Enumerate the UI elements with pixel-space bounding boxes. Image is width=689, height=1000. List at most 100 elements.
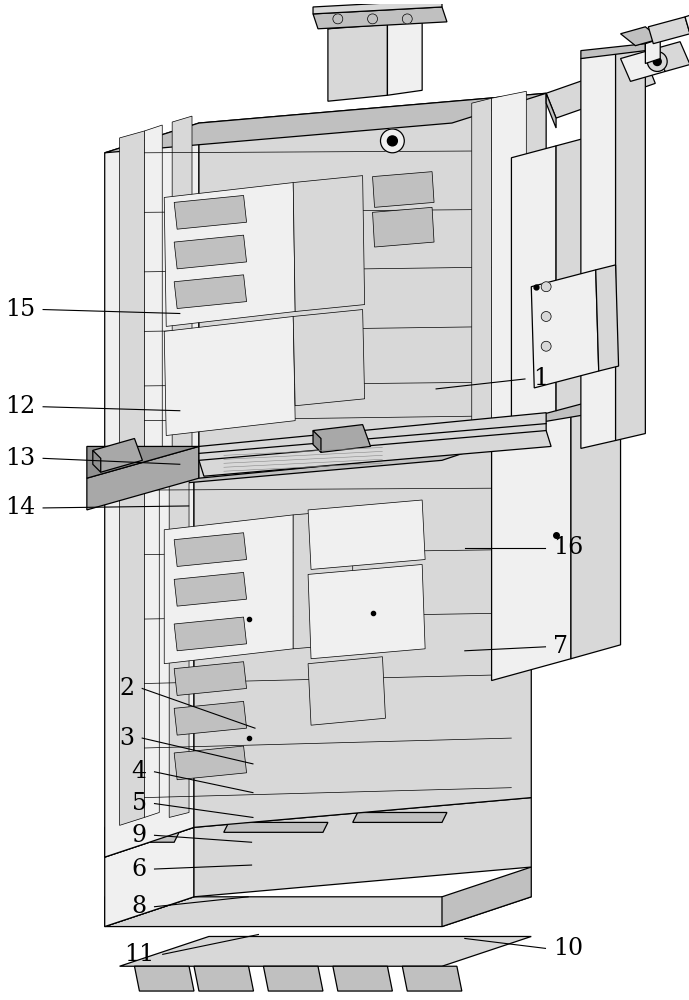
- Polygon shape: [648, 17, 689, 44]
- Text: 14: 14: [5, 496, 35, 519]
- Polygon shape: [174, 533, 247, 566]
- Polygon shape: [685, 12, 689, 34]
- Polygon shape: [294, 310, 364, 406]
- Text: 3: 3: [119, 727, 134, 750]
- Polygon shape: [387, 17, 422, 95]
- Polygon shape: [169, 450, 189, 817]
- Polygon shape: [328, 22, 387, 101]
- Polygon shape: [328, 17, 422, 29]
- Text: 8: 8: [132, 895, 147, 918]
- Circle shape: [653, 58, 661, 66]
- Circle shape: [402, 14, 412, 24]
- Polygon shape: [224, 822, 328, 832]
- Polygon shape: [621, 27, 660, 46]
- Polygon shape: [333, 966, 393, 991]
- Polygon shape: [596, 265, 619, 371]
- Polygon shape: [174, 275, 247, 309]
- Polygon shape: [174, 572, 247, 606]
- Polygon shape: [105, 93, 546, 153]
- Polygon shape: [105, 123, 199, 490]
- Text: 16: 16: [553, 536, 584, 559]
- Polygon shape: [308, 657, 385, 725]
- Text: 7: 7: [553, 635, 568, 658]
- Circle shape: [333, 14, 343, 24]
- Polygon shape: [313, 431, 321, 452]
- Polygon shape: [174, 746, 247, 780]
- Polygon shape: [174, 617, 247, 651]
- Polygon shape: [313, 0, 442, 14]
- Polygon shape: [120, 936, 531, 966]
- Polygon shape: [646, 39, 660, 64]
- Polygon shape: [164, 183, 295, 326]
- Circle shape: [380, 129, 404, 153]
- Polygon shape: [313, 425, 371, 452]
- Polygon shape: [164, 515, 294, 664]
- Polygon shape: [546, 59, 655, 118]
- Polygon shape: [174, 235, 247, 269]
- Polygon shape: [556, 134, 601, 411]
- Text: 1: 1: [533, 367, 548, 390]
- Polygon shape: [491, 91, 526, 442]
- Text: 15: 15: [5, 298, 35, 321]
- Polygon shape: [294, 176, 364, 312]
- Polygon shape: [472, 98, 491, 448]
- Polygon shape: [93, 438, 143, 472]
- Polygon shape: [105, 897, 194, 927]
- Text: 5: 5: [132, 792, 147, 815]
- Polygon shape: [172, 116, 192, 456]
- Polygon shape: [373, 207, 434, 247]
- Polygon shape: [105, 897, 531, 927]
- Polygon shape: [134, 966, 194, 991]
- Polygon shape: [120, 462, 145, 825]
- Polygon shape: [199, 431, 551, 476]
- Polygon shape: [546, 93, 556, 128]
- Polygon shape: [491, 409, 571, 681]
- Polygon shape: [581, 51, 615, 448]
- Polygon shape: [373, 172, 434, 207]
- Polygon shape: [114, 832, 179, 842]
- Text: 11: 11: [125, 943, 155, 966]
- Polygon shape: [194, 798, 531, 897]
- Polygon shape: [531, 270, 599, 388]
- Polygon shape: [194, 431, 531, 827]
- Polygon shape: [105, 460, 194, 857]
- Text: 13: 13: [5, 447, 35, 470]
- Polygon shape: [621, 49, 665, 81]
- Polygon shape: [313, 7, 447, 29]
- Polygon shape: [194, 966, 254, 991]
- Text: 2: 2: [119, 677, 134, 700]
- Polygon shape: [511, 146, 556, 423]
- Polygon shape: [199, 93, 546, 460]
- Polygon shape: [120, 131, 145, 468]
- Text: 6: 6: [132, 858, 147, 881]
- Polygon shape: [442, 867, 531, 927]
- Polygon shape: [581, 44, 646, 59]
- Polygon shape: [491, 395, 621, 431]
- Text: 12: 12: [5, 395, 35, 418]
- Polygon shape: [294, 510, 353, 649]
- Polygon shape: [402, 966, 462, 991]
- Polygon shape: [615, 44, 646, 440]
- Circle shape: [541, 341, 551, 351]
- Circle shape: [368, 14, 378, 24]
- Polygon shape: [145, 458, 159, 817]
- Text: 9: 9: [132, 824, 147, 847]
- Polygon shape: [105, 827, 194, 857]
- Polygon shape: [174, 701, 247, 735]
- Polygon shape: [145, 125, 162, 462]
- Polygon shape: [655, 42, 689, 71]
- Polygon shape: [87, 446, 199, 510]
- Polygon shape: [93, 450, 101, 472]
- Circle shape: [648, 52, 667, 71]
- Polygon shape: [174, 662, 247, 695]
- Polygon shape: [263, 966, 323, 991]
- Polygon shape: [308, 564, 425, 659]
- Polygon shape: [105, 827, 194, 927]
- Polygon shape: [353, 812, 447, 822]
- Polygon shape: [164, 316, 295, 436]
- Polygon shape: [571, 395, 621, 659]
- Polygon shape: [308, 500, 425, 569]
- Circle shape: [387, 136, 398, 146]
- Polygon shape: [105, 431, 531, 490]
- Text: 10: 10: [553, 937, 584, 960]
